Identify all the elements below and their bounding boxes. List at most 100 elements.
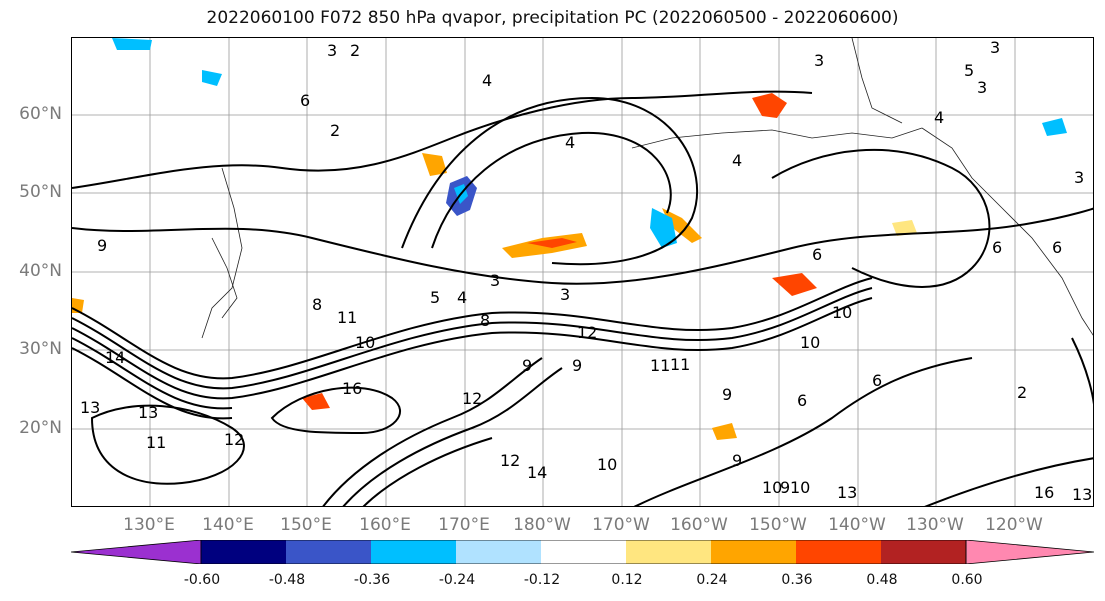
patch-positive-9 [892,220,917,236]
contour-label: 14 [105,348,125,367]
colorbar [71,540,1094,564]
colorbar-extend-high [965,540,1094,564]
contour-label: 6 [812,245,822,264]
contour-label: 11 [146,433,166,452]
contour-label: 2 [350,41,360,60]
contour-label: 3 [814,51,824,70]
contour-label: 4 [732,151,742,170]
lat-label-40n: 40°N [19,261,62,281]
contour-label: 6 [872,371,882,390]
patch-positive-2 [527,238,577,248]
colorbar-tick: -0.48 [268,572,306,588]
contour-label: 9 [572,356,582,375]
contour-label: 3 [990,38,1000,57]
contour-label: 8 [312,295,322,314]
contour-label: 3 [327,41,337,60]
contour-label: 16 [1034,483,1054,502]
precipitation-patches [72,38,1067,440]
lat-label-60n: 60°N [19,104,62,124]
contour-label: 6 [1052,238,1062,257]
contour-label: 4 [934,108,944,127]
lat-label-20n: 20°N [19,418,62,438]
contour-label: 8 [480,311,490,330]
colorbar-segment [456,540,541,564]
contour-label: 2 [330,121,340,140]
contour-label: 10 [597,455,617,474]
contour-label: 6 [797,391,807,410]
colorbar-segment [626,540,711,564]
contour-label: 10 [790,478,810,497]
colorbar-segment [286,540,371,564]
contour-label: 5 [964,61,974,80]
contour-label: 6 [300,91,310,110]
colorbar-tick: -0.24 [438,572,476,588]
lon-label-130w: 130°W [906,515,964,535]
contour-label: 2 [1017,383,1027,402]
colorbar-segment [541,540,626,564]
contour-label: 3 [1074,168,1084,187]
lon-label-170w: 170°W [592,515,650,535]
colorbar-tick: -0.36 [353,572,391,588]
colorbar-segment [201,540,286,564]
lon-label-160e: 160°E [359,515,411,535]
contour-label: 14 [527,463,547,482]
contour-label: 4 [482,71,492,90]
contour-label: 13 [138,403,158,422]
contour-label: 12 [500,451,520,470]
colorbar-tick: 0.12 [611,572,643,588]
patch-positive-6 [422,153,447,176]
colorbar-tick: 0.60 [951,572,983,588]
contour-label: 9 [522,356,532,375]
colorbar-tick: -0.12 [523,572,561,588]
contour-label: 5 [430,288,440,307]
contour-label: 10 [762,478,782,497]
map-title: 2022060100 F072 850 hPa qvapor, precipit… [206,8,899,28]
patch-negative-3 [112,38,152,50]
contour-label: 11 [670,355,690,374]
contour-label: 12 [224,430,244,449]
contour-label: 11 [650,356,670,375]
contour-label: 4 [565,133,575,152]
contour-labels: 3 2 3 3 5 3 4 6 4 5 4 3 2 4 3 6 3 4 6 6 … [80,38,1092,504]
coastlines [201,38,1093,339]
patch-negative-5 [650,208,677,248]
lon-label-140e: 140°E [202,515,254,535]
lon-label-140w: 140°W [828,515,886,535]
contour-label: 11 [337,308,357,327]
lon-label-130e: 130°E [123,515,175,535]
contour-label: 13 [837,483,857,502]
colorbar-tick: 0.24 [696,572,728,588]
patch-positive-8 [712,423,737,440]
contour-label: 4 [457,288,467,307]
contour-label: 12 [462,389,482,408]
contour-label: 3 [490,271,500,290]
lon-label-180w: 180°W [513,515,571,535]
contour-label: 16 [342,379,362,398]
lon-label-160w: 160°W [670,515,728,535]
map-panel: 3 2 3 3 5 3 4 6 4 5 4 3 2 4 3 6 3 4 6 6 … [71,37,1094,507]
contour-label: 13 [80,398,100,417]
map-canvas: 3 2 3 3 5 3 4 6 4 5 4 3 2 4 3 6 3 4 6 6 … [72,38,1093,506]
contour-label: 10 [800,333,820,352]
contour-label: 13 [1072,485,1092,504]
colorbar-segment [796,540,881,564]
contour-label: 12 [577,323,597,342]
contour-label: 9 [722,385,732,404]
contour-label: 6 [992,238,1002,257]
colorbar-tick: 0.48 [866,572,898,588]
colorbar-extend-low [71,540,202,564]
colorbar-segment [881,540,966,564]
contour-label: 3 [560,285,570,304]
patch-negative-6 [1042,118,1067,136]
patch-positive-7 [302,393,330,410]
graticule [72,38,1093,506]
contour-label: 9 [780,478,790,497]
lat-label-30n: 30°N [19,339,62,359]
lon-label-150w: 150°W [749,515,807,535]
colorbar-tick: -0.60 [183,572,221,588]
qvapor-contours [72,90,1093,506]
lat-label-50n: 50°N [19,182,62,202]
patch-negative-4 [202,70,222,86]
contour-label: 9 [732,451,742,470]
patch-positive-4 [752,93,787,118]
